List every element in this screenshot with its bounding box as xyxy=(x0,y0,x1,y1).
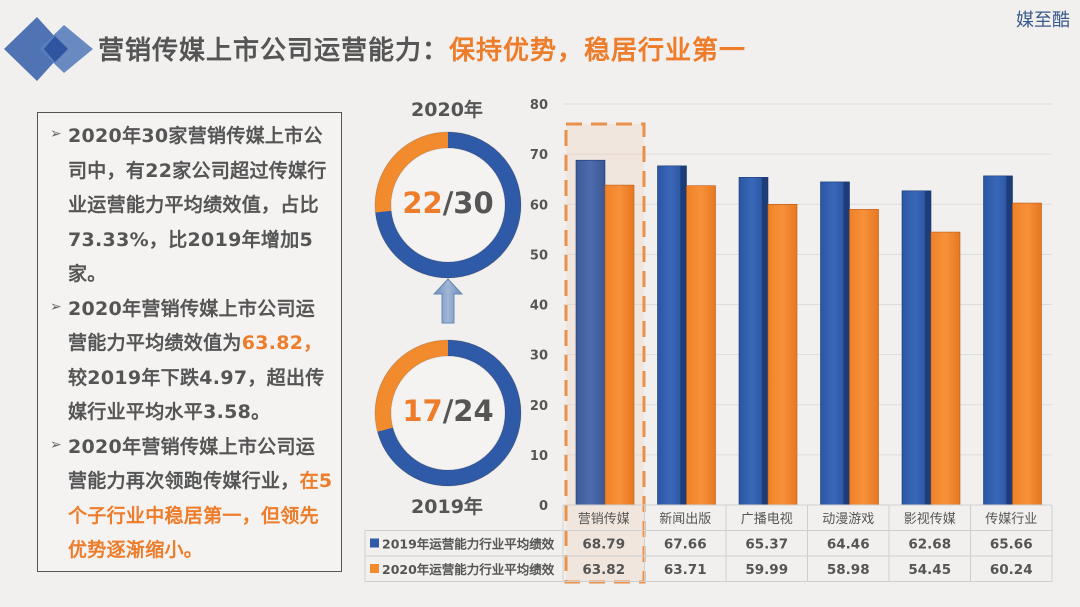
bullet-text: 2020年营销传媒上市公司运营能力再次领跑传媒行业，在5个子行业中稳居第一，但领… xyxy=(68,430,333,568)
donut-2020-separator: / xyxy=(442,186,454,220)
y-tick-label: 80 xyxy=(530,98,548,113)
bullet-text-highlight: 在5个子行业中稳居第一，但领先优势逐渐缩小。 xyxy=(68,470,333,561)
up-arrow-icon xyxy=(433,278,463,324)
donut-chart-2019 xyxy=(374,339,522,487)
page-title: 营销传媒上市公司运营能力：保持优势，稳居行业第一 xyxy=(98,30,746,67)
y-tick-label: 60 xyxy=(530,198,548,213)
donut-2020-year: 2020年 xyxy=(411,99,483,121)
donut-chart-2020 xyxy=(374,131,522,279)
donut-2020-ratio: 22/30 xyxy=(372,186,524,220)
bullet-text-part: 2020年营销传媒上市公司运营能力平均绩效值为 xyxy=(68,297,316,355)
bullet-text-part: 较2019年下跌4.97，超出传媒行业平均水平3.58。 xyxy=(68,366,325,424)
legend-series-label: 2019年运营能力行业平均绩效 xyxy=(382,537,555,552)
table-value: 63.82 xyxy=(582,562,625,578)
y-tick-label: 50 xyxy=(530,248,548,263)
title-highlight: 保持优势，稳居行业第一 xyxy=(449,36,747,66)
table-value: 65.37 xyxy=(745,537,788,553)
bar-2020 xyxy=(767,204,798,506)
table-value: 67.66 xyxy=(664,537,707,553)
y-tick-label: 10 xyxy=(530,449,548,464)
table-value: 62.68 xyxy=(908,537,951,553)
donut-outline xyxy=(374,339,522,487)
x-category-label: 影视传媒 xyxy=(904,512,956,527)
y-tick-label: 40 xyxy=(530,299,548,314)
bar-2019 xyxy=(901,190,932,506)
donut-2019-year: 2019年 xyxy=(411,496,483,518)
bar-2020 xyxy=(1012,202,1042,506)
x-category-label: 动漫游戏 xyxy=(822,512,874,527)
x-category-label: 广播电视 xyxy=(741,512,793,527)
legend-swatch xyxy=(370,538,379,548)
donut-2020-count: 22 xyxy=(402,186,443,220)
y-tick-label: 20 xyxy=(530,399,548,414)
bullet-text-part: 2020年营销传媒上市公司运营能力再次领跑传媒行业， xyxy=(68,435,316,493)
donut-2019-total: 24 xyxy=(453,394,494,428)
table-value: 59.99 xyxy=(745,562,788,578)
logo-diamonds-icon xyxy=(4,17,93,81)
y-tick-label: 30 xyxy=(530,349,548,364)
table-value: 60.24 xyxy=(990,562,1033,578)
bullet-arrow-icon: ➢ xyxy=(50,436,62,453)
bar-2020 xyxy=(930,231,961,506)
bullet-text: 2020年营销传媒上市公司运营能力平均绩效值为63.82， 较2019年下跌4.9… xyxy=(68,292,333,430)
bar-2019 xyxy=(983,175,1013,506)
bullet-text-highlight: 63.82， xyxy=(241,332,323,354)
y-tick-label: 70 xyxy=(530,148,548,163)
table-value: 58.98 xyxy=(827,562,870,578)
bullet-arrow-icon: ➢ xyxy=(50,298,62,315)
bullet-arrow-icon: ➢ xyxy=(50,126,62,142)
donut-inner xyxy=(390,355,506,471)
donut-2019-separator: / xyxy=(442,394,454,428)
donut-2019-count: 17 xyxy=(402,394,443,428)
bar-2019 xyxy=(820,181,850,506)
brand-logo: 媒至酷 xyxy=(1016,10,1070,31)
donut-2020-total: 30 xyxy=(453,186,494,220)
x-category-label: 传媒行业 xyxy=(985,512,1037,527)
bullet-item: ➢ 2020年营销传媒上市公司运营能力再次领跑传媒行业，在5个子行业中稳居第一，… xyxy=(44,430,333,568)
legend-swatch xyxy=(370,564,379,573)
table-value: 68.79 xyxy=(582,537,625,553)
bar-2019 xyxy=(657,165,687,506)
bullet-text: 2020年30家营销传媒上市公司中，有22家公司超过传媒行业运营能力平均绩效值，… xyxy=(68,119,333,292)
bullet-text-part: 2020年30家营销传媒上市公司中，有22家公司超过传媒行业运营能力平均绩效值，… xyxy=(68,125,327,285)
summary-textbox: ➢ 2020年30家营销传媒上市公司中，有22家公司超过传媒行业运营能力平均绩效… xyxy=(37,112,342,572)
x-category-label: 营销传媒 xyxy=(578,512,630,527)
table-value: 64.46 xyxy=(827,537,870,553)
title-main: 营销传媒上市公司运营能力： xyxy=(98,36,450,66)
table-value: 63.71 xyxy=(664,562,707,578)
bar-2019 xyxy=(738,177,769,506)
legend-series-label: 2020年运营能力行业平均绩效 xyxy=(382,562,555,577)
donut-segment-value xyxy=(375,340,521,486)
donut-2019-ratio: 17/24 xyxy=(372,394,524,428)
table-value: 65.66 xyxy=(990,537,1033,553)
bar-2020 xyxy=(686,185,716,506)
bar-2019 xyxy=(575,159,606,506)
donut-outline xyxy=(374,131,522,279)
y-tick-label: 0 xyxy=(539,499,548,514)
x-category-label: 新闻出版 xyxy=(659,511,711,527)
bullet-item: ➢ 2020年营销传媒上市公司运营能力平均绩效值为63.82， 较2019年下跌4… xyxy=(44,292,333,430)
bar-2020 xyxy=(604,184,635,506)
donut-inner xyxy=(390,147,506,263)
donut-segment-value xyxy=(375,132,521,278)
table-value: 54.45 xyxy=(908,562,951,578)
bullet-item: ➢ 2020年30家营销传媒上市公司中，有22家公司超过传媒行业运营能力平均绩效… xyxy=(44,119,333,292)
bar-2020 xyxy=(849,209,879,506)
